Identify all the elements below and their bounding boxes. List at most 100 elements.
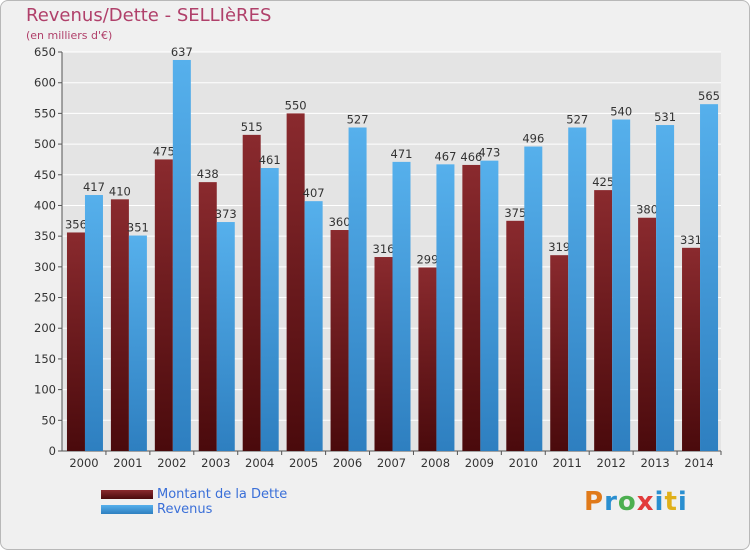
legend-item-revenus: Revenus [101, 502, 287, 517]
bar-revenus [84, 195, 103, 451]
y-tick-label: 550 [34, 106, 56, 120]
y-tick-label: 150 [34, 352, 56, 366]
bar-revenus [568, 127, 587, 451]
data-label-dette: 299 [416, 252, 438, 266]
data-label-revenus: 467 [434, 149, 456, 163]
legend-label-dette: Montant de la Dette [157, 487, 288, 502]
data-label-dette: 438 [197, 167, 219, 181]
bar-revenus [612, 119, 631, 452]
y-tick-label: 450 [34, 168, 56, 182]
data-label-dette: 475 [153, 144, 175, 158]
data-label-dette: 360 [329, 215, 351, 229]
bar-dette [286, 113, 305, 451]
data-label-dette: 425 [592, 175, 614, 189]
chart-subtitle: (en milliers d'€) [26, 29, 113, 42]
bar-revenus [304, 201, 323, 451]
data-label-revenus: 461 [259, 153, 281, 167]
data-label-revenus: 473 [478, 146, 500, 160]
data-label-revenus: 565 [698, 89, 720, 103]
legend-item-dette: Montant de la Dette [101, 487, 287, 502]
bar-dette [550, 255, 569, 451]
y-tick-label: 300 [34, 260, 56, 274]
bar-dette [110, 199, 129, 451]
bar-dette [506, 220, 525, 451]
bar-revenus [524, 146, 543, 452]
y-tick-label: 250 [34, 291, 56, 305]
x-tick-label: 2006 [333, 456, 362, 470]
bar-dette [242, 134, 261, 451]
bar-revenus [216, 222, 235, 451]
bar-revenus [656, 125, 675, 451]
bar-dette [66, 232, 85, 451]
data-label-dette: 410 [109, 184, 131, 198]
legend-swatch-revenus [101, 505, 153, 514]
data-label-revenus: 527 [566, 113, 588, 127]
y-tick-label: 600 [34, 76, 56, 90]
x-tick-label: 2012 [597, 456, 626, 470]
data-label-dette: 331 [680, 233, 702, 247]
x-tick-label: 2010 [509, 456, 538, 470]
x-tick-label: 2004 [245, 456, 274, 470]
data-label-revenus: 407 [303, 186, 325, 200]
bar-revenus [436, 164, 455, 451]
x-tick-label: 2000 [69, 456, 98, 470]
chart-title: Revenus/Dette - SELLIèRES [26, 5, 272, 26]
bar-revenus [700, 104, 719, 451]
proxiti-logo: Proxiti [584, 487, 688, 517]
legend-label-revenus: Revenus [157, 502, 213, 517]
bar-revenus [480, 160, 499, 452]
x-tick-label: 2011 [553, 456, 582, 470]
data-label-revenus: 351 [127, 221, 149, 235]
legend: Montant de la Dette Revenus [101, 487, 287, 517]
data-label-revenus: 540 [610, 105, 632, 119]
bar-dette [330, 230, 349, 451]
data-label-revenus: 471 [391, 147, 413, 161]
data-label-dette: 319 [548, 240, 570, 254]
y-tick-label: 50 [41, 413, 56, 427]
y-tick-label: 350 [34, 229, 56, 243]
x-tick-label: 2009 [465, 456, 494, 470]
x-tick-label: 2003 [201, 456, 230, 470]
data-label-revenus: 496 [522, 132, 544, 146]
bar-dette [594, 190, 613, 451]
data-label-dette: 316 [373, 242, 395, 256]
data-label-revenus: 637 [171, 45, 193, 59]
y-tick-label: 0 [49, 444, 56, 458]
x-tick-label: 2008 [421, 456, 450, 470]
bar-dette [374, 257, 393, 451]
data-label-dette: 380 [636, 203, 658, 217]
x-tick-label: 2014 [684, 456, 713, 470]
data-label-dette: 466 [460, 150, 482, 164]
data-label-dette: 356 [65, 217, 87, 231]
bar-dette [418, 267, 437, 451]
x-tick-label: 2007 [377, 456, 406, 470]
data-label-revenus: 531 [654, 110, 676, 124]
bar-dette [198, 182, 217, 452]
bar-revenus [128, 235, 147, 451]
x-tick-label: 2001 [113, 456, 142, 470]
bar-dette [682, 247, 701, 451]
x-tick-label: 2002 [157, 456, 186, 470]
data-label-dette: 550 [285, 98, 307, 112]
data-label-revenus: 417 [83, 180, 105, 194]
y-tick-label: 200 [34, 321, 56, 335]
data-label-revenus: 527 [347, 113, 369, 127]
y-tick-label: 500 [34, 137, 56, 151]
y-tick-label: 650 [34, 45, 56, 59]
bar-dette [638, 217, 657, 451]
bar-dette [462, 164, 481, 451]
bar-revenus [260, 168, 279, 452]
bar-revenus [392, 161, 411, 451]
data-label-revenus: 373 [215, 207, 237, 221]
data-label-dette: 515 [241, 120, 263, 134]
y-tick-label: 100 [34, 383, 56, 397]
x-tick-label: 2013 [640, 456, 669, 470]
data-label-dette: 375 [504, 206, 526, 220]
bar-dette [154, 159, 173, 451]
y-tick-label: 400 [34, 198, 56, 212]
bar-revenus [172, 59, 191, 451]
x-tick-label: 2005 [289, 456, 318, 470]
bar-revenus [348, 127, 367, 451]
